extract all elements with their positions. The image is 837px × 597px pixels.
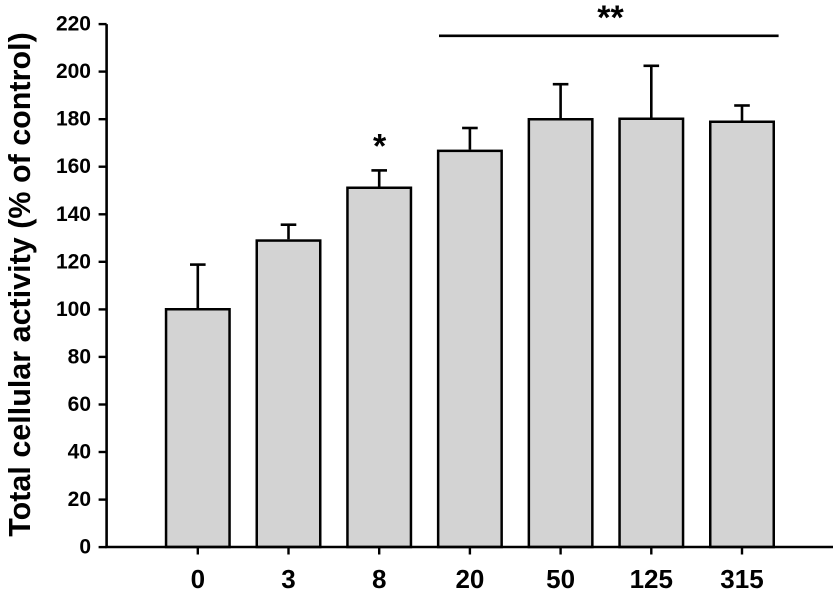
svg-text:*: * — [373, 128, 387, 166]
svg-text:8: 8 — [372, 564, 386, 594]
svg-text:**: ** — [597, 0, 624, 37]
svg-text:40: 40 — [68, 441, 91, 464]
svg-text:180: 180 — [56, 108, 91, 131]
svg-text:315: 315 — [720, 564, 763, 594]
svg-text:80: 80 — [68, 345, 91, 368]
svg-text:3: 3 — [281, 564, 295, 594]
svg-text:160: 160 — [56, 155, 91, 178]
svg-text:Total cellular activity (% of: Total cellular activity (% of control) — [3, 32, 37, 536]
svg-text:50: 50 — [546, 564, 575, 594]
svg-text:20: 20 — [68, 488, 91, 511]
svg-text:125: 125 — [630, 564, 673, 594]
svg-text:200: 200 — [56, 60, 91, 83]
svg-text:220: 220 — [56, 13, 91, 36]
svg-text:0: 0 — [79, 536, 91, 559]
svg-text:0: 0 — [191, 564, 205, 594]
svg-text:140: 140 — [56, 203, 91, 226]
svg-text:100: 100 — [56, 298, 91, 321]
svg-text:20: 20 — [455, 564, 484, 594]
svg-text:120: 120 — [56, 250, 91, 273]
svg-text:60: 60 — [68, 393, 91, 416]
